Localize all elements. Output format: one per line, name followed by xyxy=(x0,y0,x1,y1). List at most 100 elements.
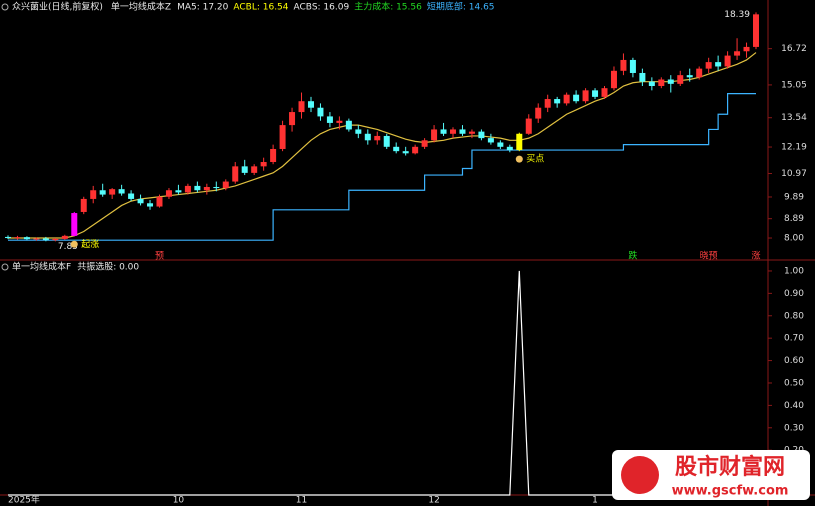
candle-body xyxy=(118,189,125,194)
y-tick-label: 12.19 xyxy=(781,143,807,153)
candle-body xyxy=(23,237,30,240)
y-tick-label: 16.72 xyxy=(781,44,807,54)
candle-body xyxy=(5,236,11,239)
y-tick-label: 10.97 xyxy=(781,169,807,179)
candle-body xyxy=(421,140,428,147)
candle-body xyxy=(431,129,438,141)
candle-body xyxy=(383,135,390,147)
candle-body xyxy=(374,135,381,141)
candle-body xyxy=(90,190,97,199)
candle-body xyxy=(582,90,589,102)
candle-body xyxy=(573,94,580,102)
candle-body xyxy=(232,166,239,182)
candle-body xyxy=(165,190,172,197)
x-tick-label: 11 xyxy=(296,496,307,506)
signal-icon xyxy=(515,155,523,163)
y-tick-label: 1.00 xyxy=(784,266,804,276)
candle-body xyxy=(535,107,542,119)
candle-body xyxy=(279,125,286,149)
candle-body xyxy=(241,166,248,173)
candle-body xyxy=(194,185,201,191)
header-value: ACBL: 16.54 xyxy=(233,3,288,13)
chart-title: 单一均线成本F xyxy=(12,261,71,273)
candle-body xyxy=(42,238,49,241)
candle-body xyxy=(184,185,191,193)
y-tick-label: 0.30 xyxy=(784,423,804,433)
signal-tag: 预 xyxy=(155,251,164,262)
candle-body xyxy=(289,112,296,126)
candle-body xyxy=(137,198,144,204)
x-tick-label: 12 xyxy=(428,496,439,506)
candle-body xyxy=(592,90,599,97)
y-tick-label: 9.89 xyxy=(784,192,804,202)
y-tick-label: 13.54 xyxy=(781,113,807,123)
candle-body xyxy=(52,238,59,241)
candle-body xyxy=(251,166,258,173)
candle-body xyxy=(393,146,400,152)
indicator-name: 单一均线成本Z xyxy=(111,1,171,13)
candle-body xyxy=(724,55,731,67)
candle-body xyxy=(364,133,371,141)
chart-title: 众兴菌业(日线,前复权) xyxy=(12,1,103,13)
candle-body xyxy=(705,62,712,69)
candle-body xyxy=(99,190,106,195)
candle-body xyxy=(71,213,78,236)
y-tick-label: 0.50 xyxy=(784,378,804,388)
candle-body xyxy=(156,196,163,207)
y-tick-label: 0.40 xyxy=(784,401,804,411)
candle-body xyxy=(620,59,627,71)
candle-body xyxy=(525,118,532,134)
candle-body xyxy=(658,79,665,87)
candle-body xyxy=(270,148,277,163)
candle-body xyxy=(554,99,561,104)
candle-body xyxy=(14,237,21,239)
candle-body xyxy=(260,162,267,167)
candle-body xyxy=(459,129,466,134)
x-tick-label: 2025年 xyxy=(8,494,40,506)
candle-body xyxy=(478,131,485,139)
candle-body xyxy=(450,129,457,134)
header-value: MA5: 17.20 xyxy=(177,3,229,13)
candle-body xyxy=(506,146,513,151)
icon xyxy=(1,3,9,11)
y-tick-label: 8.00 xyxy=(784,234,804,244)
candle-body xyxy=(639,72,646,82)
x-tick-label: 1 xyxy=(592,496,598,506)
candle-body xyxy=(677,75,684,84)
signal-tag: 晓预 xyxy=(700,250,718,262)
candle-body xyxy=(516,133,523,151)
candle-body xyxy=(715,62,722,67)
candle-body xyxy=(601,88,608,97)
candle-body xyxy=(213,186,220,189)
candle-body xyxy=(497,142,504,147)
candle-body xyxy=(667,79,674,84)
y-tick-label: 8.89 xyxy=(784,214,804,224)
y-tick-label: 0.60 xyxy=(784,356,804,366)
line-series xyxy=(8,93,756,241)
annotation: 7.85 xyxy=(58,242,78,252)
candle-body xyxy=(629,59,636,73)
candle-body xyxy=(345,120,352,130)
signal-tag: 涨 xyxy=(751,251,760,262)
candle-body xyxy=(487,138,494,143)
annotation: 起涨 xyxy=(81,239,99,250)
candle-body xyxy=(686,75,693,78)
watermark-url: www.gscfw.com xyxy=(672,484,789,499)
legend: 共振选股: 0.00 xyxy=(77,261,139,273)
candle-body xyxy=(307,101,314,108)
candle-body xyxy=(544,99,551,108)
candle-body xyxy=(147,203,154,207)
y-tick-label: 0.80 xyxy=(784,311,804,321)
candle-body xyxy=(696,68,703,78)
candle-body xyxy=(610,70,617,89)
line-series xyxy=(8,52,757,239)
candle-body xyxy=(402,151,409,154)
candle-body xyxy=(33,238,40,240)
candle-body xyxy=(412,146,419,154)
candle-body xyxy=(222,181,229,189)
candle-body xyxy=(298,101,305,113)
candle-body xyxy=(440,129,447,134)
